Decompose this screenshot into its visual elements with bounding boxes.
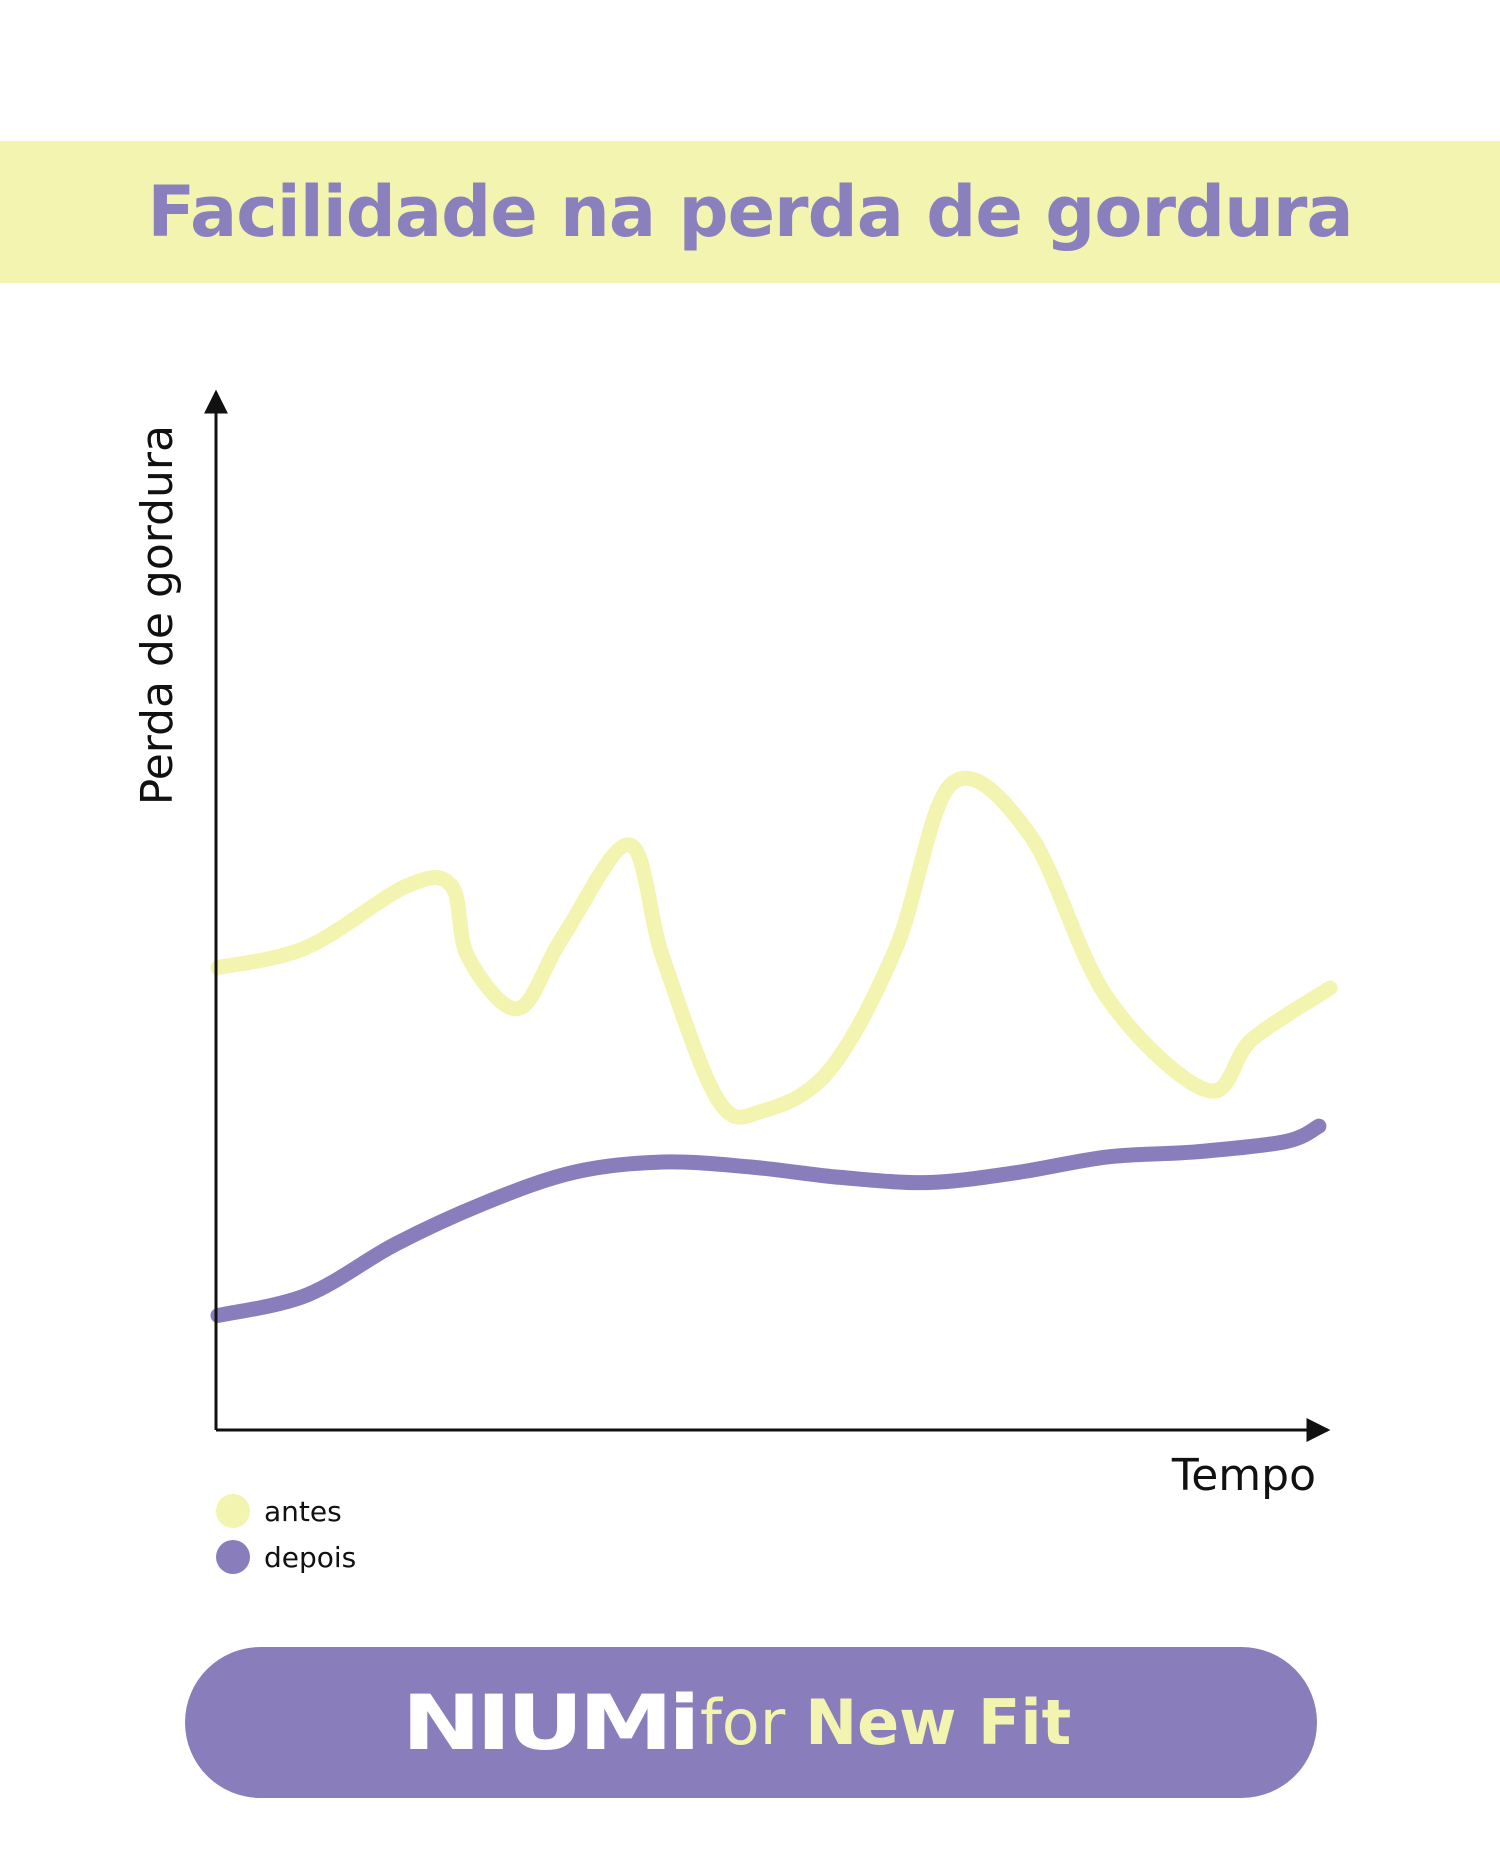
legend-label-antes: antes — [264, 1494, 342, 1528]
brand-logo: NIUMi — [401, 1678, 700, 1767]
brand-connector: for — [699, 1686, 786, 1759]
legend-item-antes: antes — [216, 1488, 356, 1534]
brand-name: New Fit — [805, 1686, 1072, 1759]
x-axis-label: Tempo — [1171, 1450, 1316, 1501]
legend-item-depois: depois — [216, 1534, 356, 1580]
page-title: Facilidade na perda de gordura — [147, 171, 1353, 253]
legend-swatch-antes — [216, 1494, 250, 1528]
series-layer — [210, 770, 1338, 1323]
legend-swatch-depois — [216, 1540, 250, 1574]
y-axis-label: Perda de gordura — [132, 425, 183, 805]
footer-brand-pill: NIUMi for New Fit — [185, 1647, 1317, 1798]
legend-label-depois: depois — [264, 1540, 357, 1574]
series-line-antes — [210, 770, 1338, 1125]
series-line-depois — [210, 1118, 1327, 1323]
title-band: Facilidade na perda de gordura — [0, 141, 1500, 283]
legend: antes depois — [216, 1488, 356, 1580]
